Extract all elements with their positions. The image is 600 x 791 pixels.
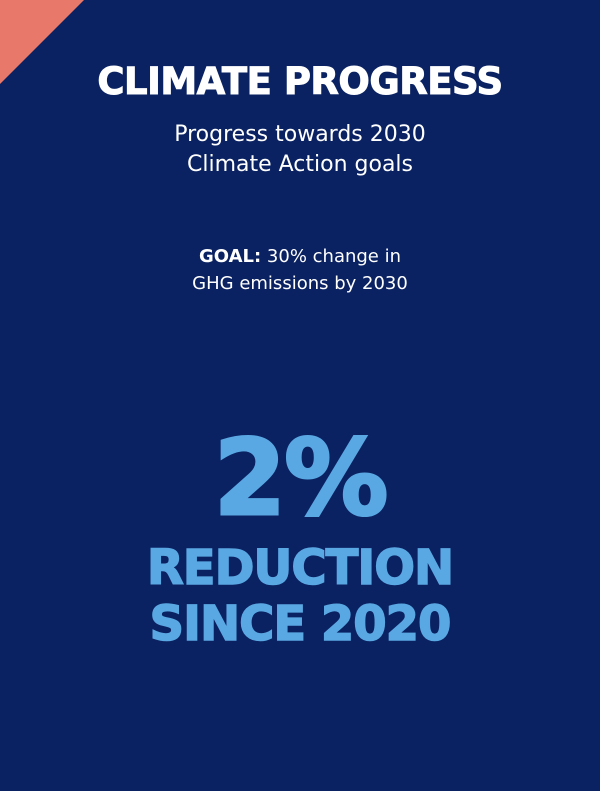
goal-line-1-text: 30% change in [261,246,402,267]
goal-line-2: GHG emissions by 2030 [192,273,408,294]
stat-caption: REDUCTION SINCE 2020 [0,539,600,653]
subtitle-line-1: Progress towards 2030 [174,122,426,147]
corner-accent-triangle [0,0,84,84]
stat-caption-line-2: SINCE 2020 [149,595,452,653]
goal-label: GOAL: [198,246,262,267]
stat-value: 2% [212,417,390,540]
stat-caption-line-1: REDUCTION [146,539,455,597]
subtitle-line-2: Climate Action goals [186,152,414,177]
goal-statement: GOAL: 30% change in GHG emissions by 203… [0,243,600,297]
goal-line-1: GOAL: 30% change in [0,243,600,270]
subtitle: Progress towards 2030 Climate Action goa… [0,120,600,180]
page-title: CLIMATE PROGRESS [97,60,504,104]
